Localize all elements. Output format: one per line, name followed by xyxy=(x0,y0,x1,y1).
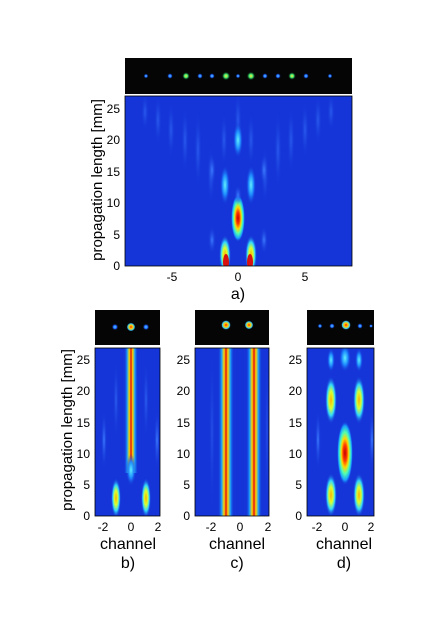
panel-d-label: d) xyxy=(337,555,351,572)
ytick-label: 10 xyxy=(289,447,303,461)
panel-b: 0 5 10 15 20 25 -2 0 2 channel propagati… xyxy=(59,310,162,572)
ytick-label: 25 xyxy=(177,353,191,367)
panel-a-ylabel: propagation length [mm] xyxy=(89,99,106,261)
ytick-label: 25 xyxy=(107,102,121,116)
ytick-label: 15 xyxy=(107,165,121,179)
ytick-label: 25 xyxy=(77,353,91,367)
xtick-label: 5 xyxy=(302,270,309,284)
xtick-label: 0 xyxy=(342,520,349,534)
panel-d-inset xyxy=(307,310,374,345)
xtick-label: 0 xyxy=(235,270,242,284)
panel-a-xticks: -5 0 5 xyxy=(167,270,309,284)
ytick-label: 0 xyxy=(295,509,302,523)
panel-a-yticks: 0 5 10 15 20 25 xyxy=(107,102,121,273)
xtick-label: 2 xyxy=(265,520,272,534)
panel-b-xticks: -2 0 2 xyxy=(98,520,162,534)
xtick-label: 0 xyxy=(128,520,135,534)
panel-d-xticks: -2 0 2 xyxy=(312,520,375,534)
panel-b-inset-spots xyxy=(111,322,150,332)
ytick-label: 20 xyxy=(289,384,303,398)
panel-b-label: b) xyxy=(121,555,135,572)
ytick-label: 20 xyxy=(77,384,91,398)
ytick-label: 0 xyxy=(83,509,90,523)
panel-a-label: a) xyxy=(231,286,245,303)
panel-d-inset-spots xyxy=(317,320,373,330)
ytick-label: 15 xyxy=(289,416,303,430)
xtick-label: -2 xyxy=(98,520,109,534)
xtick-label: -2 xyxy=(206,520,217,534)
xtick-label: 2 xyxy=(368,520,375,534)
ytick-label: 0 xyxy=(113,259,120,273)
ytick-label: 10 xyxy=(177,447,191,461)
panel-c-yticks: 0 5 10 15 20 25 xyxy=(177,353,191,523)
xtick-label: 2 xyxy=(155,520,162,534)
ytick-label: 10 xyxy=(77,447,91,461)
ytick-label: 5 xyxy=(295,478,302,492)
panel-b-yticks: 0 5 10 15 20 25 xyxy=(77,353,91,523)
ytick-label: 5 xyxy=(183,478,190,492)
panel-a-heatmap xyxy=(141,96,335,266)
xtick-label: -2 xyxy=(312,520,323,534)
panel-d-xlabel: channel xyxy=(316,536,372,553)
panel-d: 0 5 10 15 20 25 -2 0 2 channel d) xyxy=(289,310,375,572)
ytick-label: 5 xyxy=(113,228,120,242)
panel-c: 0 5 10 15 20 25 -2 0 2 channel c) xyxy=(177,310,272,572)
ytick-label: 5 xyxy=(83,478,90,492)
panel-b-ylabel: propagation length [mm] xyxy=(59,349,76,511)
xtick-label: -5 xyxy=(167,270,178,284)
ytick-label: 25 xyxy=(289,353,303,367)
panel-a-inset-spots xyxy=(143,71,333,81)
ytick-label: 10 xyxy=(107,196,121,210)
ytick-label: 15 xyxy=(177,416,191,430)
panel-c-xlabel: channel xyxy=(209,536,265,553)
ytick-label: 15 xyxy=(77,416,91,430)
panel-b-heatmap xyxy=(101,348,160,516)
ytick-label: 20 xyxy=(177,384,191,398)
panel-b-xlabel: channel xyxy=(100,536,156,553)
panel-d-yticks: 0 5 10 15 20 25 xyxy=(289,353,303,523)
ytick-label: 20 xyxy=(107,133,121,147)
panel-c-xticks: -2 0 2 xyxy=(206,520,272,534)
panel-c-heatmap xyxy=(209,348,269,516)
panel-a: 0 5 10 15 20 25 -5 0 5 propagation lengt… xyxy=(89,58,353,303)
panel-c-inset-spots xyxy=(221,320,254,330)
panel-c-inset xyxy=(195,310,269,345)
ytick-label: 0 xyxy=(183,509,190,523)
xtick-label: 0 xyxy=(237,520,244,534)
panel-d-heatmap xyxy=(315,348,374,516)
panel-c-label: c) xyxy=(230,555,243,572)
